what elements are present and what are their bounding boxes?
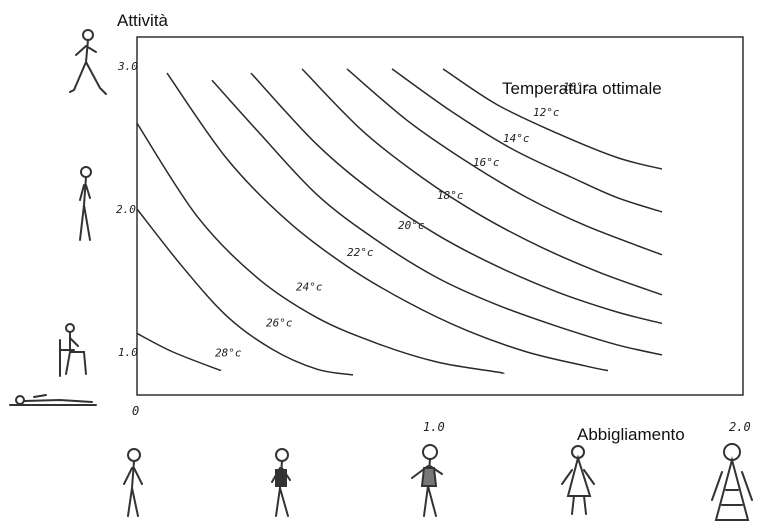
isotherm-line — [136, 122, 505, 375]
isotherm-label: 14°c — [503, 132, 530, 145]
swimsuit-figure-icon — [271, 448, 291, 517]
isotherm-line — [301, 68, 663, 296]
x-axis-title: Abbigliamento — [577, 425, 685, 444]
isotherm-line — [346, 68, 663, 256]
plot-frame — [136, 36, 744, 396]
isotherm-line — [136, 332, 222, 372]
isotherm-line — [442, 68, 663, 170]
isotherm-label: 20°c — [398, 219, 425, 232]
isotherm-label: 28°c — [215, 346, 242, 359]
isotherm-line — [250, 72, 663, 325]
isotherm-label: 24°c — [296, 281, 323, 294]
y-axis-title: Attività — [117, 11, 169, 30]
isotherm-line — [136, 208, 354, 376]
x-tick-label: 1.0 — [423, 420, 445, 434]
light-dress-figure-icon — [411, 444, 443, 517]
nude-figure-icon — [123, 448, 143, 517]
coat-figure-icon — [561, 445, 595, 515]
isotherm-label: 12°c — [533, 106, 560, 119]
isotherm-label: 10°c — [563, 80, 590, 93]
isotherm-label: 18°c — [437, 189, 464, 202]
standing-figure-icon — [79, 166, 92, 241]
isotherm-label: 26°c — [266, 316, 293, 329]
isotherm-curves — [136, 68, 663, 376]
x-tick-label: 0 — [132, 404, 139, 418]
isotherm-label: 22°c — [347, 246, 374, 259]
sitting-figure-icon — [59, 323, 87, 377]
isotherm-label: 16°c — [473, 156, 500, 169]
heavy-coat-figure-icon — [711, 443, 753, 521]
lying-figure-icon — [9, 394, 97, 406]
x-tick-label: 2.0 — [729, 420, 751, 434]
y-tick-label: 3.0 — [117, 60, 138, 73]
isotherm-line — [391, 68, 663, 213]
isotherm-line — [211, 79, 663, 356]
walking-figure-icon — [69, 29, 107, 95]
chart-title: Temperatura ottimale — [502, 79, 662, 98]
isotherm-labels: 28°c 26°c 24°c 22°c 20°c 18°c 16°c14°c12°c10°c — [215, 80, 590, 359]
y-tick-label: 1.0 — [118, 346, 138, 359]
isotherm-line — [166, 72, 609, 372]
y-tick-label: 2.0 — [116, 203, 136, 216]
